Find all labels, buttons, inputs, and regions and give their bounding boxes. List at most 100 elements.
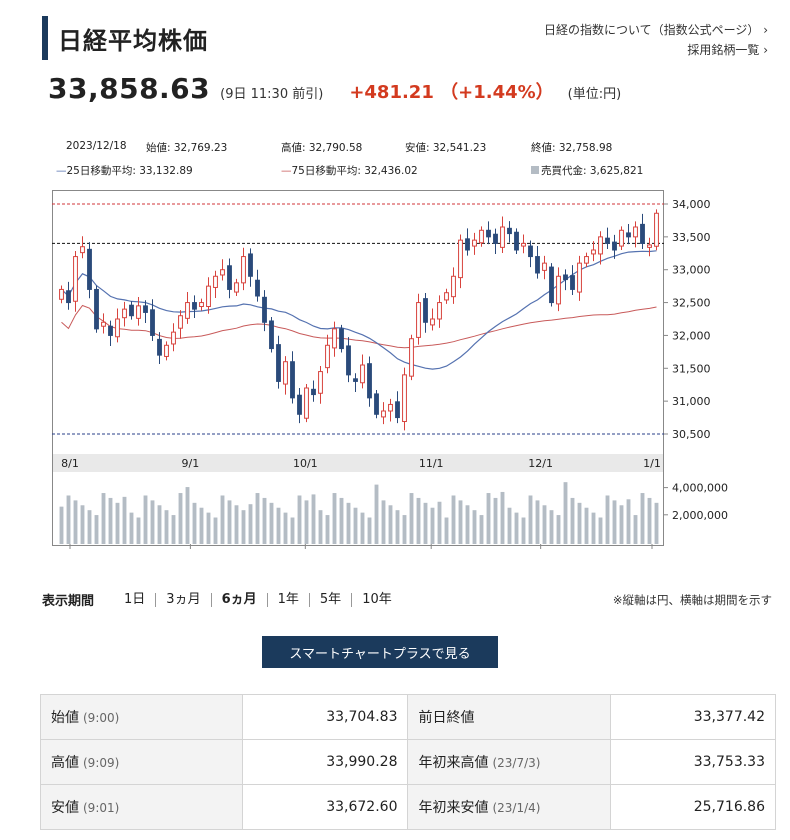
volume-bar <box>234 505 239 544</box>
candle-body <box>528 245 533 258</box>
volume-bar <box>612 500 617 544</box>
candle-body <box>605 237 610 244</box>
candle-body <box>304 387 309 419</box>
volume-bar <box>430 507 435 544</box>
volume-bar <box>444 517 449 544</box>
candle-body <box>416 302 421 338</box>
volume-bar <box>472 510 477 544</box>
volume-bar <box>122 496 127 544</box>
y-tick-label: 33,000 <box>672 264 711 277</box>
stat-label: 年初来安値 (23/1/4) <box>407 784 611 830</box>
candle-body <box>423 298 428 323</box>
candle-body <box>59 288 64 300</box>
volume-bar <box>416 497 421 544</box>
candle-body <box>290 361 295 399</box>
stat-label: 安値 (9:01) <box>39 784 244 830</box>
candle-body <box>213 275 218 288</box>
price-row: 33,858.63 (9日 11:30 前引) +481.21 （+1.44%）… <box>48 72 621 105</box>
stat-value: 33,704.83 <box>242 694 409 740</box>
volume-bar <box>59 506 64 544</box>
candle-body <box>500 226 505 248</box>
volume-bar <box>500 491 505 544</box>
price-chart[interactable]: 34,000 33,500 33,000 32,500 32,000 31,500 31,0… <box>52 190 732 550</box>
candle-body <box>101 321 106 327</box>
candle-body <box>73 256 78 302</box>
candle-body <box>556 275 561 305</box>
volume-bar <box>115 502 120 544</box>
volume-bar <box>570 497 575 544</box>
candle-body <box>255 279 260 297</box>
candle-body <box>437 302 442 320</box>
period-label: 表示期間 <box>42 594 95 609</box>
candle-body <box>262 296 267 323</box>
candle-body <box>360 364 365 384</box>
candle-body <box>409 338 414 377</box>
info-ma75: —75日移動平均: 32,436.02 <box>281 165 418 177</box>
volume-bar <box>276 507 281 544</box>
candle-body <box>598 236 603 255</box>
smart-chart-button[interactable]: スマートチャートプラスで見る <box>262 636 498 668</box>
y-tick-label: 32,000 <box>672 329 711 342</box>
volume-bar <box>633 515 638 544</box>
x-tick-label: 11/1 <box>419 457 444 470</box>
candle-body <box>451 275 456 298</box>
candle-body <box>563 274 568 281</box>
volume-bar <box>101 493 106 544</box>
candle-body <box>472 239 477 247</box>
candle-body <box>542 262 547 271</box>
constituents-link[interactable]: 採用銘柄一覧 › <box>687 43 768 57</box>
period-1y[interactable]: 1年 <box>266 592 309 607</box>
period-6m[interactable]: 6ヵ月 <box>210 592 267 607</box>
volume-bar <box>549 510 554 544</box>
volume-bar <box>493 497 498 544</box>
y-tick-label: 34,000 <box>672 198 711 211</box>
candle-body <box>353 378 358 382</box>
candle-body <box>374 393 379 415</box>
period-1d[interactable]: 1日 <box>124 591 146 607</box>
volume-bar <box>108 497 113 544</box>
volume-bar <box>332 493 337 544</box>
period-10y[interactable]: 10年 <box>351 592 402 607</box>
month-strip <box>53 454 663 472</box>
candle-body <box>458 239 463 279</box>
volume-bar <box>528 495 533 544</box>
volume-bar <box>367 517 372 544</box>
volume-bar <box>640 493 645 544</box>
period-3m[interactable]: 3ヵ月 <box>155 592 210 607</box>
volume-bar <box>255 493 260 544</box>
index-info-link[interactable]: 日経の指数について（指数公式ページ） › <box>543 23 768 37</box>
candle-body <box>115 318 120 338</box>
candle-body <box>171 331 176 345</box>
volume-bar <box>185 487 190 544</box>
stat-value: 33,672.60 <box>242 784 409 830</box>
y-tick-label: 33,500 <box>672 231 711 244</box>
top-links: 日経の指数について（指数公式ページ） › 採用銘柄一覧 › <box>544 20 768 60</box>
stat-label: 始値 (9:00) <box>39 694 244 740</box>
candle-body <box>241 256 246 284</box>
period-5y[interactable]: 5年 <box>308 592 351 607</box>
volume-bar <box>619 505 624 544</box>
table-row: 始値 (9:00) 33,704.83 前日終値 33,377.42 <box>39 694 777 740</box>
stat-label: 年初来高値 (23/7/3) <box>407 739 611 785</box>
price-unit: (単位:円) <box>567 87 622 102</box>
volume-bar <box>192 502 197 544</box>
volume-bar <box>458 500 463 544</box>
candle-body <box>206 285 211 308</box>
chart-frame <box>52 190 664 546</box>
stats-table: 始値 (9:00) 33,704.83 前日終値 33,377.42 高値 (9:0… <box>39 694 777 830</box>
candle-body <box>192 302 197 310</box>
stat-value: 33,990.28 <box>242 739 409 785</box>
x-tick-label: 1/1 <box>643 457 661 470</box>
stat-label: 高値 (9:09) <box>39 739 244 785</box>
volume-bar <box>409 493 414 544</box>
volume-bar <box>269 502 274 544</box>
info-close: 終値: 32,758.98 <box>531 142 613 154</box>
period-selector: 表示期間 1日 3ヵ月 6ヵ月 1年 5年 10年 <box>42 590 402 609</box>
x-tick-label: 12/1 <box>528 457 553 470</box>
volume-tick-label: 2,000,000 <box>672 509 728 522</box>
y-tick-label: 32,500 <box>672 297 711 310</box>
volume-bar <box>395 510 400 544</box>
volume-bar <box>304 500 309 544</box>
candle-body <box>325 344 330 369</box>
volume-legend-swatch <box>531 166 539 174</box>
